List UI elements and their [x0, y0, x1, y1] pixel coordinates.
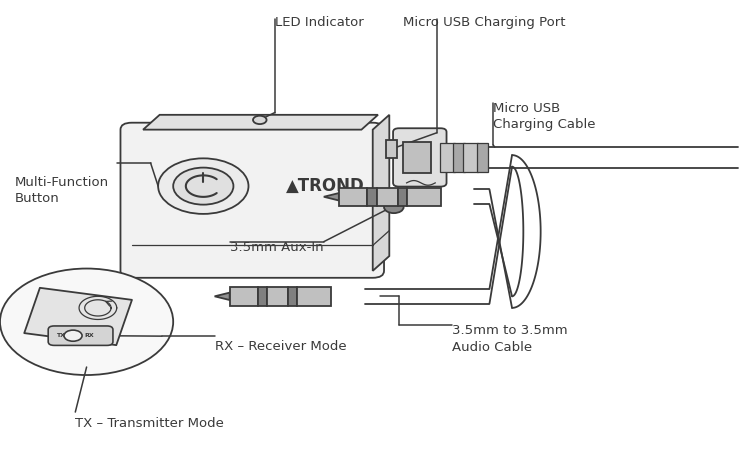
Text: LED Indicator: LED Indicator	[275, 16, 364, 29]
Text: TX – Transmitter Mode: TX – Transmitter Mode	[75, 417, 224, 430]
Text: ▲TROND: ▲TROND	[286, 177, 365, 195]
Text: Micro USB Charging Port: Micro USB Charging Port	[403, 16, 566, 29]
FancyBboxPatch shape	[407, 188, 441, 206]
FancyBboxPatch shape	[398, 188, 407, 206]
Polygon shape	[373, 115, 389, 271]
FancyBboxPatch shape	[48, 326, 113, 345]
FancyBboxPatch shape	[376, 188, 398, 206]
Circle shape	[64, 330, 82, 341]
Text: RX – Receiver Mode: RX – Receiver Mode	[215, 340, 346, 353]
Text: 3.5mm to 3.5mm
Audio Cable: 3.5mm to 3.5mm Audio Cable	[452, 324, 568, 354]
FancyBboxPatch shape	[463, 143, 478, 172]
Text: 3.5mm Aux-In: 3.5mm Aux-In	[230, 241, 323, 254]
FancyBboxPatch shape	[288, 287, 297, 306]
FancyBboxPatch shape	[477, 143, 488, 172]
FancyBboxPatch shape	[267, 287, 288, 306]
Circle shape	[384, 201, 404, 213]
FancyBboxPatch shape	[386, 140, 397, 158]
Text: Micro USB
Charging Cable: Micro USB Charging Cable	[493, 102, 596, 131]
Polygon shape	[24, 288, 132, 345]
FancyBboxPatch shape	[440, 143, 455, 172]
Polygon shape	[143, 115, 378, 130]
Circle shape	[0, 269, 173, 375]
Text: TX: TX	[56, 333, 65, 338]
FancyBboxPatch shape	[453, 143, 465, 172]
FancyBboxPatch shape	[403, 142, 431, 173]
FancyBboxPatch shape	[120, 123, 384, 278]
Circle shape	[173, 168, 233, 205]
FancyBboxPatch shape	[230, 287, 258, 306]
FancyBboxPatch shape	[339, 188, 367, 206]
Circle shape	[158, 158, 248, 214]
Polygon shape	[215, 293, 230, 300]
FancyBboxPatch shape	[393, 128, 447, 187]
FancyBboxPatch shape	[258, 287, 267, 306]
FancyBboxPatch shape	[297, 287, 331, 306]
Text: RX: RX	[84, 333, 94, 338]
Text: Multi-Function
Button: Multi-Function Button	[15, 176, 109, 206]
Polygon shape	[324, 193, 339, 200]
Circle shape	[253, 116, 267, 124]
FancyBboxPatch shape	[367, 188, 376, 206]
